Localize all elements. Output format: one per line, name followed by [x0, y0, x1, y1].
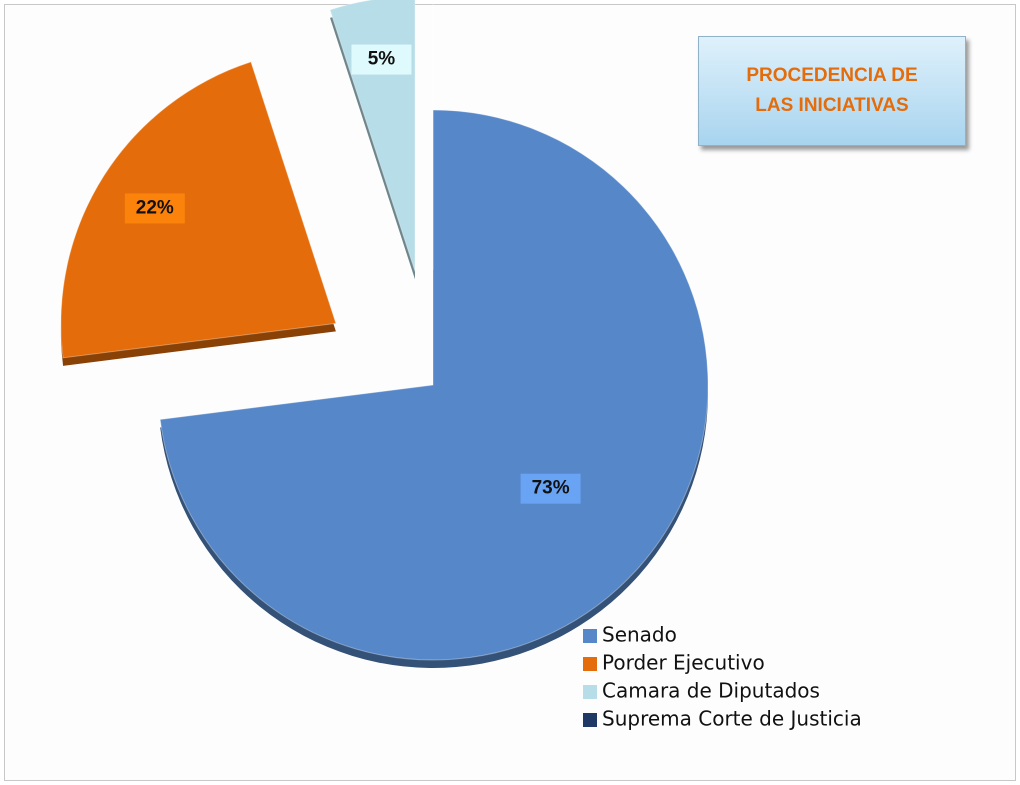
legend-label: Camara de Diputados [602, 679, 820, 703]
value-label-box [351, 44, 412, 75]
chart-title: PROCEDENCIA DE LAS INICIATIVAS [698, 36, 966, 146]
value-label-box [124, 193, 185, 224]
value-label-box [520, 473, 581, 504]
value-label: 73% [532, 478, 570, 499]
legend-swatch [583, 713, 597, 727]
slice [159, 109, 709, 661]
slice [329, 0, 416, 272]
legend-label: Porder Ejecutivo [602, 651, 765, 675]
legend-swatch [583, 629, 597, 643]
slice [60, 61, 337, 359]
legend-swatch [583, 657, 597, 671]
value-label: 5% [368, 49, 396, 70]
value-label: 22% [136, 197, 174, 218]
legend-swatch [583, 685, 597, 699]
legend-label: Suprema Corte de Justicia [602, 707, 862, 731]
legend-label: Senado [602, 623, 677, 647]
